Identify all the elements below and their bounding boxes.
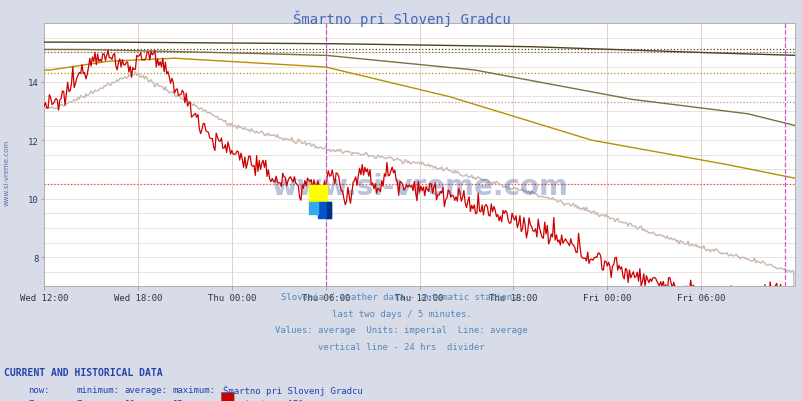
- Text: 7: 7: [28, 399, 34, 401]
- Text: 10: 10: [124, 399, 135, 401]
- Text: 7: 7: [76, 399, 82, 401]
- Text: CURRENT AND HISTORICAL DATA: CURRENT AND HISTORICAL DATA: [4, 367, 163, 377]
- Text: minimum:: minimum:: [76, 385, 119, 394]
- Text: 15: 15: [172, 399, 183, 401]
- Text: average:: average:: [124, 385, 168, 394]
- Text: air temp.[F]: air temp.[F]: [239, 399, 303, 401]
- Text: www.si-vreme.com: www.si-vreme.com: [271, 173, 567, 201]
- Text: vertical line - 24 hrs  divider: vertical line - 24 hrs divider: [318, 342, 484, 351]
- Text: Values: average  Units: imperial  Line: average: Values: average Units: imperial Line: av…: [275, 326, 527, 334]
- Text: last two days / 5 minutes.: last two days / 5 minutes.: [331, 309, 471, 318]
- Text: www.si-vreme.com: www.si-vreme.com: [3, 140, 10, 205]
- Text: Slovenia / weather data - automatic stations.: Slovenia / weather data - automatic stat…: [280, 292, 522, 301]
- Text: maximum:: maximum:: [172, 385, 216, 394]
- Text: Šmartno pri Slovenj Gradcu: Šmartno pri Slovenj Gradcu: [223, 385, 363, 395]
- Text: now:: now:: [28, 385, 50, 394]
- Text: Šmartno pri Slovenj Gradcu: Šmartno pri Slovenj Gradcu: [292, 10, 510, 26]
